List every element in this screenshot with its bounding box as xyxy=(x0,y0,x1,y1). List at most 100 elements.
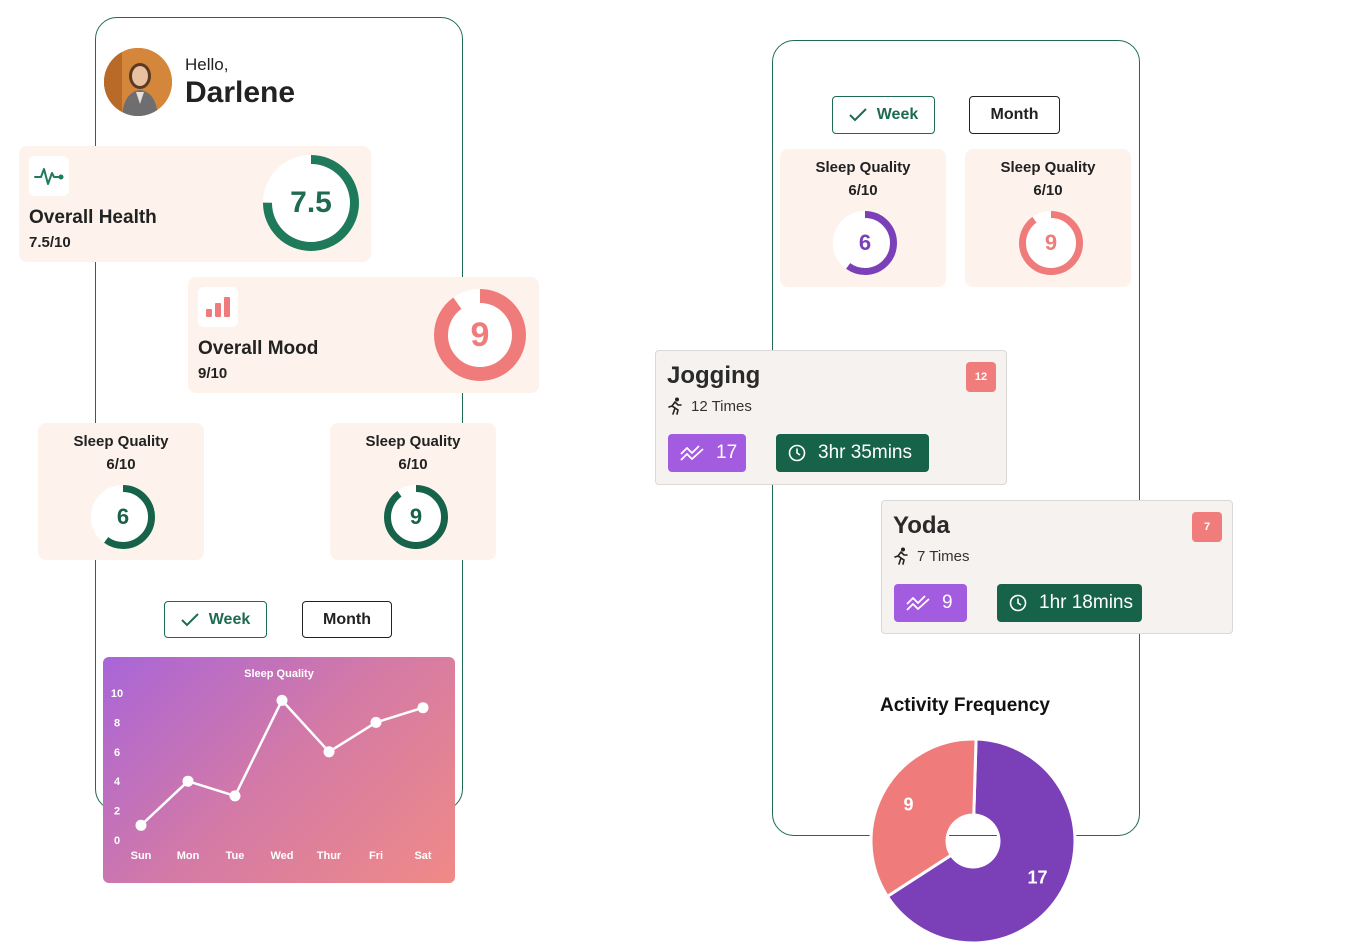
pie-slice-label: 17 xyxy=(1027,867,1047,887)
ring-progress-arc xyxy=(833,211,897,275)
ring-background xyxy=(263,155,359,251)
line-chart-svg: Sleep Quality 0 2 4 6 8 10 Sun Mon Tue Wed Thur Fri… xyxy=(111,668,432,862)
y-tick-label: 2 xyxy=(114,806,120,818)
overall-mood-title: Overall Mood xyxy=(198,338,319,359)
greeting-hello: Hello, xyxy=(185,55,229,74)
ring-gauge xyxy=(384,485,448,549)
y-tick-label: 6 xyxy=(114,747,120,759)
sleep-quality-ring-value: 6 xyxy=(858,230,872,255)
sleep-quality-title: Sleep Quality xyxy=(815,159,911,176)
ring-background xyxy=(384,485,448,549)
pie-slice xyxy=(869,737,978,899)
ring-gauge xyxy=(833,211,897,275)
overall-mood-card[interactable]: Overall Mood 9/10 9 xyxy=(188,277,539,393)
week-toggle-button[interactable]: Week xyxy=(832,96,935,134)
chart-title: Sleep Quality xyxy=(244,668,315,680)
pie-slice-label: 9 xyxy=(904,795,914,815)
sleep-quality-value: 6/10 xyxy=(106,456,136,473)
activity-times: 12 Times xyxy=(667,397,752,415)
x-tick-label: Fri xyxy=(369,850,383,862)
week-toggle-button[interactable]: Week xyxy=(164,601,267,638)
x-tick-label: Wed xyxy=(270,850,293,862)
data-point xyxy=(417,702,429,714)
streak-value: 17 xyxy=(716,442,738,463)
month-label: Month xyxy=(323,610,371,628)
ring-progress-arc xyxy=(1019,211,1083,275)
sleep-quality-ring-value: 6 xyxy=(116,504,130,529)
data-point xyxy=(370,716,382,728)
clock-icon xyxy=(788,444,806,462)
x-tick-label: Sat xyxy=(414,850,431,862)
sleep-quality-title: Sleep Quality xyxy=(365,433,461,450)
ring-background xyxy=(91,485,155,549)
x-tick-label: Mon xyxy=(177,850,200,862)
series-line xyxy=(140,699,424,827)
sleep-quality-ring xyxy=(384,485,448,549)
ring-background xyxy=(833,211,897,275)
month-label: Month xyxy=(990,106,1039,123)
check-icon xyxy=(849,108,867,122)
y-tick-label: 0 xyxy=(114,835,120,847)
sleep-quality-ring xyxy=(1019,211,1083,275)
sleep-quality-card[interactable]: Sleep Quality 6/10 6 xyxy=(38,423,204,560)
overall-mood-ring xyxy=(434,289,526,381)
sleep-quality-ring-value: 9 xyxy=(1044,230,1058,255)
overall-health-value: 7.5/10 xyxy=(29,234,71,251)
data-point xyxy=(135,819,147,831)
activity-frequency-pie-chart: 17 9 xyxy=(869,737,1077,945)
bar-chart-icon xyxy=(198,287,238,327)
sleep-quality-value: 6/10 xyxy=(398,456,428,473)
runner-icon xyxy=(668,397,682,415)
activity-card-jogging[interactable]: Jogging 12 12 Times 17 3hr 35mins xyxy=(655,350,1007,485)
activity-times: 7 Times xyxy=(893,547,970,565)
activity-title: Yoda xyxy=(893,512,950,539)
greeting-name: Darlene xyxy=(185,76,296,109)
sleep-quality-line-chart: Sleep Quality 0 2 4 6 8 10 Sun Mon Tue Wed Thur Fri… xyxy=(103,657,455,883)
activity-title: Jogging xyxy=(667,362,761,389)
clock-icon xyxy=(1009,594,1027,612)
data-point xyxy=(276,694,288,706)
data-point xyxy=(229,790,241,802)
runner-icon xyxy=(894,547,908,565)
activity-frequency-title: Activity Frequency xyxy=(880,695,1050,716)
heartbeat-icon xyxy=(29,156,69,196)
duration-pill[interactable]: 1hr 18mins xyxy=(997,584,1142,622)
month-toggle-button[interactable]: Month xyxy=(302,601,392,638)
overall-health-ring-value: 7.5 xyxy=(290,186,332,219)
ring-progress-arc xyxy=(384,485,448,549)
y-tick-label: 4 xyxy=(114,776,121,788)
ring-gauge xyxy=(91,485,155,549)
overall-mood-ring-value: 9 xyxy=(470,315,490,354)
avatar[interactable] xyxy=(104,48,172,116)
sleep-quality-card[interactable]: Sleep Quality 6/10 9 xyxy=(330,423,496,560)
month-toggle-button[interactable]: Month xyxy=(969,96,1060,134)
duration-pill[interactable]: 3hr 35mins xyxy=(776,434,929,472)
avatar-portrait-icon xyxy=(104,48,172,116)
overall-health-card[interactable]: Overall Health 7.5/10 7.5 xyxy=(19,146,371,262)
x-tick-label: Tue xyxy=(226,850,245,862)
ring-progress-arc xyxy=(91,485,155,549)
sleep-quality-ring-value: 9 xyxy=(409,504,423,529)
y-tick-label: 10 xyxy=(111,688,123,700)
sleep-quality-ring xyxy=(833,211,897,275)
overall-mood-value: 9/10 xyxy=(198,365,228,382)
activity-times-label: 7 Times xyxy=(917,547,970,565)
activity-count-badge: 7 xyxy=(1192,512,1222,542)
sleep-quality-card[interactable]: Sleep Quality 6/10 6 xyxy=(780,149,946,287)
ring-gauge xyxy=(1019,211,1083,275)
activity-card-yoda[interactable]: Yoda 7 7 Times 9 1hr 18mins xyxy=(881,500,1233,634)
duration-value: 3hr 35mins xyxy=(818,442,912,463)
ring-progress-arc xyxy=(263,155,359,251)
ring-gauge xyxy=(434,289,526,381)
x-tick-label: Thur xyxy=(317,850,342,862)
activity-times-label: 12 Times xyxy=(691,397,752,415)
week-label: Week xyxy=(208,610,251,628)
ring-gauge xyxy=(263,155,359,251)
streak-pill[interactable]: 9 xyxy=(894,584,967,622)
streak-pill[interactable]: 17 xyxy=(668,434,746,472)
sleep-quality-card[interactable]: Sleep Quality 6/10 9 xyxy=(965,149,1131,287)
week-label: Week xyxy=(876,106,919,123)
trend-icon xyxy=(906,595,930,611)
sleep-quality-ring xyxy=(91,485,155,549)
pie-slice xyxy=(885,737,1077,945)
